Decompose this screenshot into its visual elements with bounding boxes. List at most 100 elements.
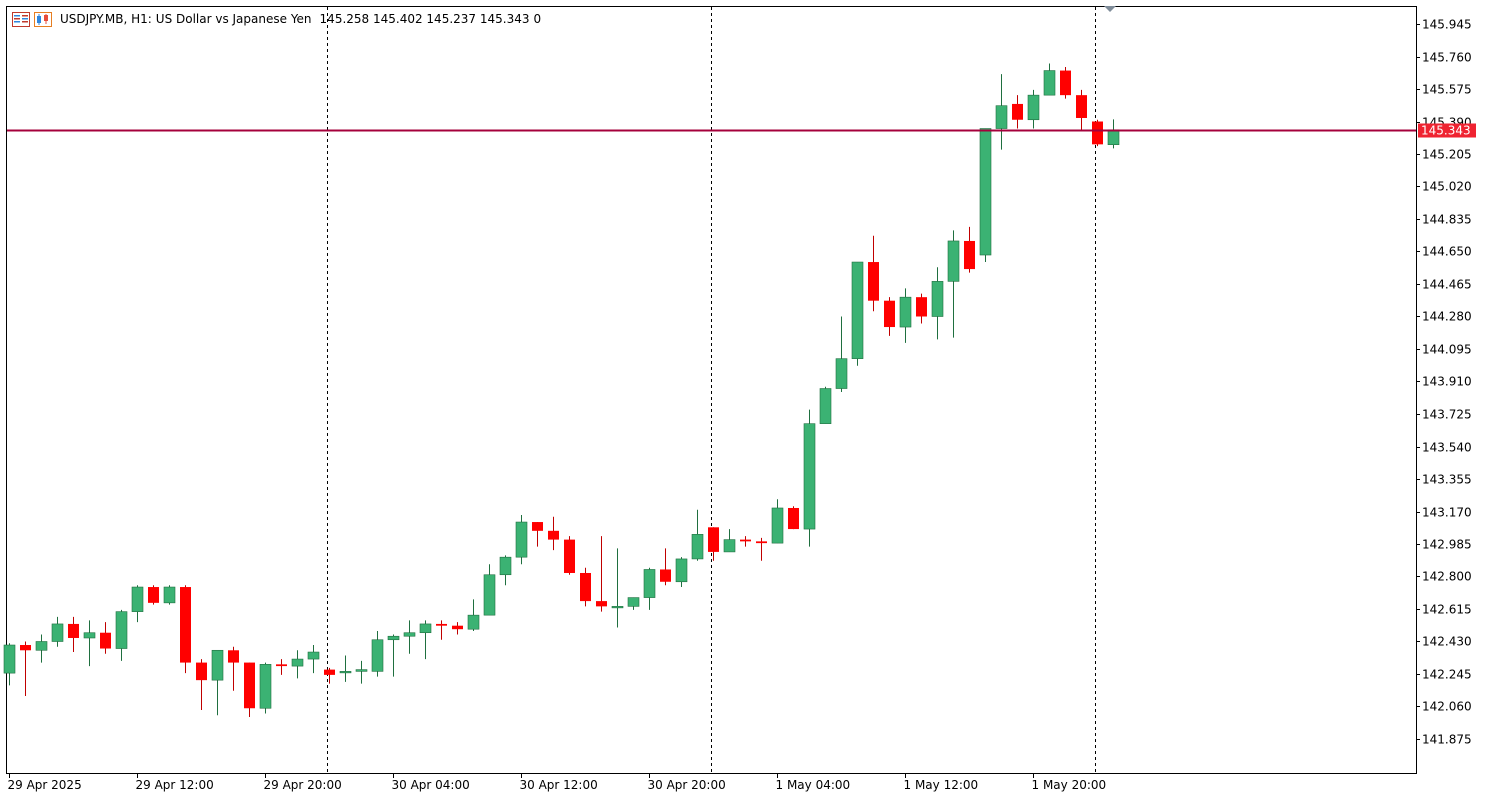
bull-candle[interactable] xyxy=(803,423,816,530)
y-tick-label: 145.020 xyxy=(1422,180,1472,194)
bull-candle[interactable] xyxy=(387,635,400,641)
bull-candle[interactable] xyxy=(947,240,960,282)
bear-candle[interactable] xyxy=(756,541,767,544)
bull-candle[interactable] xyxy=(1027,94,1040,121)
bull-candle[interactable] xyxy=(1043,70,1056,96)
bear-candle[interactable] xyxy=(596,601,607,607)
y-tick-label: 141.875 xyxy=(1422,733,1472,747)
bull-candle[interactable] xyxy=(851,261,864,359)
bull-candle[interactable] xyxy=(115,611,128,649)
bull-candle[interactable] xyxy=(835,358,848,389)
bear-candle[interactable] xyxy=(708,527,719,552)
bear-candle[interactable] xyxy=(1076,95,1087,118)
bull-candle[interactable] xyxy=(467,614,480,630)
symbol-label: USDJPY.MB, H1: xyxy=(60,12,152,26)
bull-candle[interactable] xyxy=(355,669,368,672)
bear-candle[interactable] xyxy=(740,539,751,542)
bear-candle[interactable] xyxy=(180,587,191,663)
bear-candle[interactable] xyxy=(1012,103,1023,120)
bull-candle[interactable] xyxy=(51,623,64,642)
bear-candle[interactable] xyxy=(148,587,159,603)
x-tick-label: 30 Apr 12:00 xyxy=(520,778,598,792)
bear-candle[interactable] xyxy=(228,650,239,663)
bull-candle[interactable] xyxy=(931,281,944,317)
bull-candle[interactable] xyxy=(979,128,992,256)
y-tick-label: 144.835 xyxy=(1422,213,1472,227)
bear-candle[interactable] xyxy=(884,300,895,328)
bull-candle[interactable] xyxy=(291,658,304,667)
bear-candle[interactable] xyxy=(20,645,31,651)
bull-candle[interactable] xyxy=(771,507,784,544)
bull-candle[interactable] xyxy=(163,586,176,604)
bull-candle[interactable] xyxy=(259,664,272,709)
bull-candle[interactable] xyxy=(371,639,384,672)
bull-candle[interactable] xyxy=(499,556,512,576)
y-tick-label: 143.170 xyxy=(1422,506,1472,520)
y-tick-label: 145.945 xyxy=(1422,18,1472,32)
bear-candle[interactable] xyxy=(324,669,335,675)
bull-candle[interactable] xyxy=(819,388,832,424)
current-price-label: 145.343 xyxy=(1421,124,1471,138)
bull-candle[interactable] xyxy=(1107,129,1120,145)
bear-candle[interactable] xyxy=(452,625,463,630)
bull-candle[interactable] xyxy=(35,641,48,651)
y-tick-label: 145.205 xyxy=(1422,148,1472,162)
bear-candle[interactable] xyxy=(660,569,671,582)
bear-candle[interactable] xyxy=(788,507,799,530)
bull-candle[interactable] xyxy=(515,521,528,558)
bear-candle[interactable] xyxy=(276,664,287,667)
y-tick-label: 144.650 xyxy=(1422,245,1472,259)
bear-candle[interactable] xyxy=(1060,70,1071,96)
bear-candle[interactable] xyxy=(564,539,575,573)
chart-type-icon[interactable] xyxy=(34,11,52,27)
bull-candle[interactable] xyxy=(211,649,224,681)
bear-candle[interactable] xyxy=(532,522,543,531)
bull-candle[interactable] xyxy=(131,586,144,612)
bear-candle[interactable] xyxy=(436,623,447,626)
bull-candle[interactable] xyxy=(611,606,624,609)
bull-candle[interactable] xyxy=(339,671,352,674)
x-tick-label: 1 May 04:00 xyxy=(776,778,851,792)
bull-candle[interactable] xyxy=(483,574,496,616)
bear-candle[interactable] xyxy=(244,662,255,709)
x-tick-label: 29 Apr 12:00 xyxy=(136,778,214,792)
chart-menu-icon[interactable] xyxy=(12,11,30,27)
y-tick-label: 142.985 xyxy=(1422,538,1472,552)
bull-candle[interactable] xyxy=(691,534,704,560)
bull-candle[interactable] xyxy=(675,558,688,583)
y-tick-label: 142.060 xyxy=(1422,700,1472,714)
y-tick-label: 144.095 xyxy=(1422,343,1472,357)
y-tick-label: 143.910 xyxy=(1422,375,1472,389)
x-tick-label: 30 Apr 20:00 xyxy=(648,778,726,792)
bull-candle[interactable] xyxy=(627,597,640,607)
bear-candle[interactable] xyxy=(580,572,591,602)
x-tick-label: 30 Apr 04:00 xyxy=(392,778,470,792)
bull-candle[interactable] xyxy=(83,632,96,639)
bull-candle[interactable] xyxy=(643,569,656,598)
bull-candle[interactable] xyxy=(403,632,416,637)
bull-candle[interactable] xyxy=(307,651,320,660)
y-tick-label: 143.355 xyxy=(1422,473,1472,487)
bear-candle[interactable] xyxy=(916,297,927,317)
y-tick-label: 142.245 xyxy=(1422,668,1472,682)
bull-candle[interactable] xyxy=(899,296,912,328)
bull-candle[interactable] xyxy=(995,105,1008,129)
bear-candle[interactable] xyxy=(196,662,207,681)
bear-candle[interactable] xyxy=(964,240,975,270)
bear-candle[interactable] xyxy=(868,262,879,301)
chart-shift-icon[interactable] xyxy=(1104,6,1116,12)
bear-candle[interactable] xyxy=(548,530,559,540)
y-tick-label: 142.800 xyxy=(1422,570,1472,584)
bull-candle[interactable] xyxy=(723,539,736,553)
bear-candle[interactable] xyxy=(100,632,111,649)
y-tick-label: 145.575 xyxy=(1422,83,1472,97)
x-tick-label: 29 Apr 20:00 xyxy=(264,778,342,792)
bull-candle[interactable] xyxy=(3,644,16,674)
volume-value: 0 xyxy=(533,12,542,26)
bear-candle[interactable] xyxy=(68,623,79,638)
bear-candle[interactable] xyxy=(1092,121,1103,145)
bull-candle[interactable] xyxy=(419,623,432,634)
y-tick-label: 145.760 xyxy=(1422,51,1472,65)
